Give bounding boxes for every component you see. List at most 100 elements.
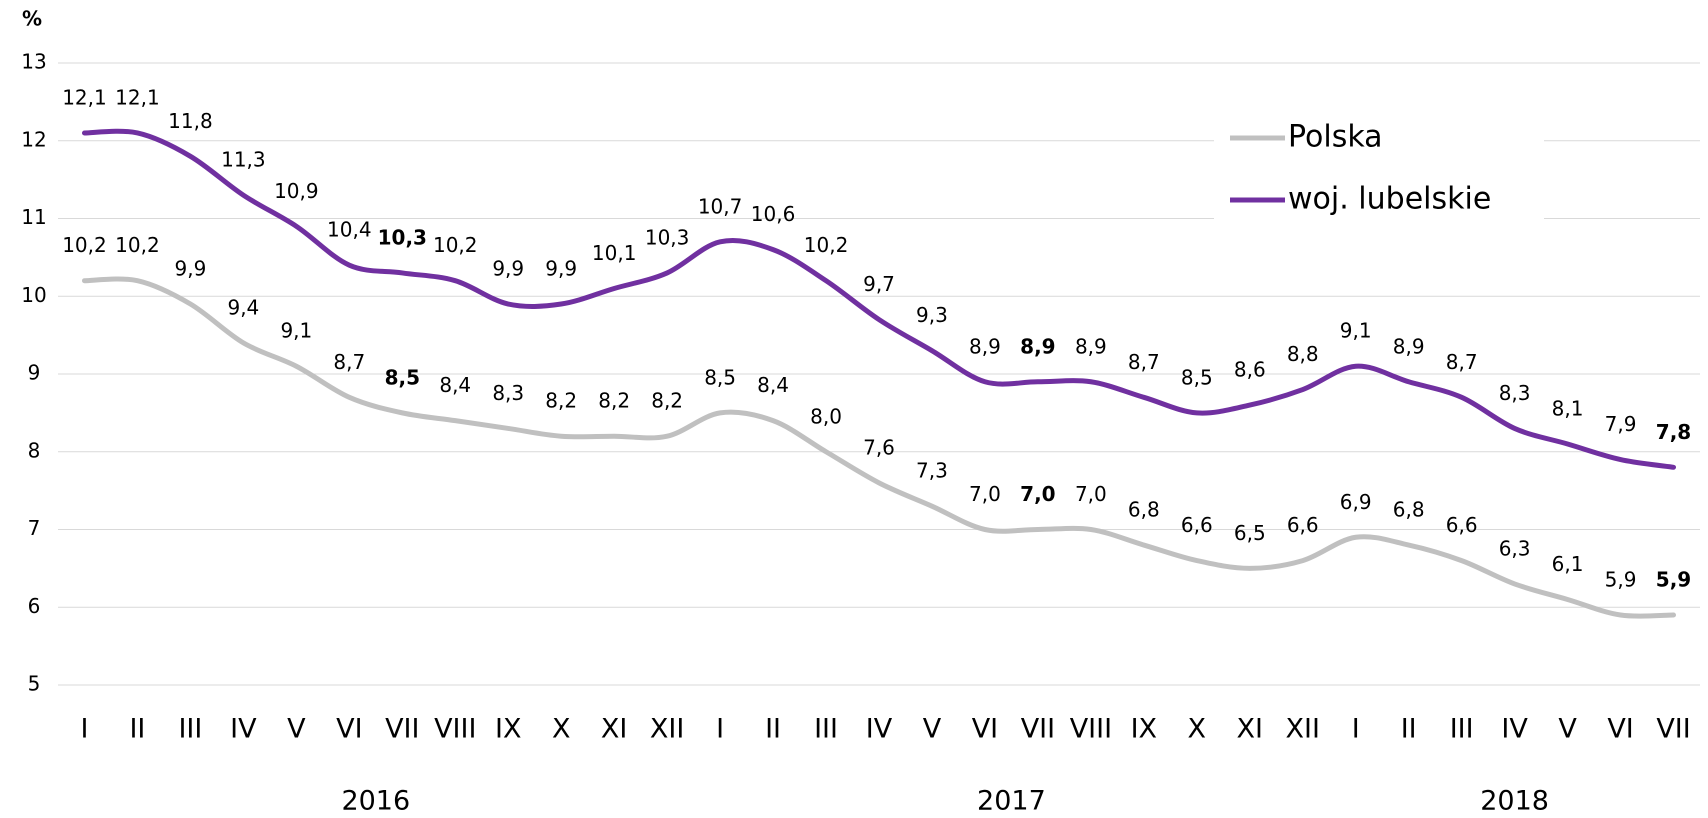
x-tick-label: IX	[1131, 714, 1157, 745]
data-label: 6,6	[1446, 513, 1478, 537]
data-label: 8,0	[810, 404, 842, 428]
data-label: 7,0	[1020, 482, 1055, 506]
data-label: 8,7	[333, 350, 365, 374]
x-tick-label: VII	[1021, 714, 1055, 745]
x-tick-label: II	[765, 714, 781, 745]
data-label: 8,2	[545, 389, 577, 413]
y-tick-label: 6	[28, 594, 41, 618]
data-label: 5,9	[1656, 568, 1691, 592]
y-tick-label: 5	[28, 672, 41, 696]
data-label: 6,6	[1181, 513, 1213, 537]
x-tick-label: IV	[866, 714, 893, 745]
data-label: 12,1	[62, 85, 107, 109]
x-tick-label: XII	[1286, 714, 1320, 745]
x-tick-label: X	[552, 714, 571, 745]
line	[81, 276, 1677, 619]
y-tick-label: 12	[21, 127, 46, 151]
data-label: 9,9	[545, 257, 577, 281]
data-label: 8,8	[1287, 342, 1319, 366]
data-label: 8,5	[1181, 365, 1213, 389]
x-tick-label: VII	[1656, 714, 1690, 745]
data-label: 10,7	[698, 194, 743, 218]
data-label: 8,9	[969, 334, 1001, 358]
x-tick-label: VIII	[1070, 714, 1112, 745]
data-label: 8,9	[1393, 334, 1425, 358]
data-label: 8,2	[598, 389, 630, 413]
data-label: 8,3	[1499, 381, 1531, 405]
x-tick-label: IX	[495, 714, 521, 745]
data-label: 8,6	[1234, 358, 1266, 382]
data-label: 8,4	[757, 373, 789, 397]
x-tick-label: III	[814, 714, 838, 745]
data-label: 8,5	[704, 365, 736, 389]
data-label: 9,1	[1340, 319, 1372, 343]
data-label: 7,3	[916, 459, 948, 483]
data-label: 10,4	[327, 218, 372, 242]
data-label: 9,4	[227, 295, 259, 319]
data-label: 10,1	[592, 241, 637, 265]
data-label: 7,8	[1656, 420, 1691, 444]
x-tick-label: II	[1401, 714, 1417, 745]
y-axis-label: %	[22, 7, 42, 31]
x-tick-label: XI	[1237, 714, 1263, 745]
data-label: 11,8	[168, 109, 213, 133]
line	[81, 128, 1677, 470]
data-label: 7,0	[969, 482, 1001, 506]
x-tick-label: XII	[650, 714, 684, 745]
x-tick-label: III	[178, 714, 202, 745]
data-label: 9,7	[863, 272, 895, 296]
y-tick-label: 7	[28, 516, 41, 540]
x-tick-label: X	[1188, 714, 1207, 745]
x-tick-label: IV	[1501, 714, 1528, 745]
data-label: 6,8	[1128, 498, 1160, 522]
data-label: 9,1	[280, 319, 312, 343]
legend-label: Polska	[1288, 120, 1383, 155]
x-tick-label: VIII	[434, 714, 476, 745]
data-label: 9,3	[916, 303, 948, 327]
data-label: 9,9	[175, 257, 207, 281]
y-tick-label: 10	[21, 283, 46, 307]
data-label: 6,1	[1552, 552, 1584, 576]
data-label: 6,6	[1287, 513, 1319, 537]
x-tick-label: XI	[601, 714, 627, 745]
data-label: 12,1	[115, 85, 160, 109]
year-label: 2018	[1480, 786, 1549, 817]
data-label: 10,6	[751, 202, 796, 226]
data-label: 6,5	[1234, 521, 1266, 545]
data-label: 7,9	[1605, 412, 1637, 436]
x-tick-label: V	[923, 714, 942, 745]
x-tick-label: I	[80, 714, 88, 745]
data-label: 8,9	[1020, 334, 1055, 358]
data-label: 11,3	[221, 148, 266, 172]
data-label: 6,9	[1340, 490, 1372, 514]
data-label: 8,7	[1446, 350, 1478, 374]
y-tick-label: 8	[28, 438, 41, 462]
data-label: 8,4	[439, 373, 471, 397]
data-label: 8,3	[492, 381, 524, 405]
data-label: 8,5	[385, 365, 420, 389]
y-tick-label: 11	[21, 205, 46, 229]
data-label: 10,2	[62, 233, 107, 257]
data-label: 10,3	[645, 225, 690, 249]
x-tick-label: III	[1450, 714, 1474, 745]
legend-label: woj. lubelskie	[1288, 182, 1491, 217]
y-tick-label: 9	[28, 361, 41, 385]
x-tick-label: IV	[230, 714, 257, 745]
data-label: 8,9	[1075, 334, 1107, 358]
data-label: 7,0	[1075, 482, 1107, 506]
data-label: 6,3	[1499, 536, 1531, 560]
year-label: 2016	[341, 786, 410, 817]
x-tick-label: II	[129, 714, 145, 745]
data-label: 10,9	[274, 179, 319, 203]
data-label: 8,7	[1128, 350, 1160, 374]
x-tick-label: I	[716, 714, 724, 745]
x-tick-label: VII	[385, 714, 419, 745]
x-tick-label: VI	[1607, 714, 1633, 745]
data-label: 10,2	[804, 233, 849, 257]
data-label: 6,8	[1393, 498, 1425, 522]
year-label: 2017	[977, 786, 1046, 817]
data-label: 10,2	[433, 233, 478, 257]
data-label: 9,9	[492, 257, 524, 281]
x-tick-label: I	[1352, 714, 1360, 745]
x-tick-label: VI	[972, 714, 998, 745]
